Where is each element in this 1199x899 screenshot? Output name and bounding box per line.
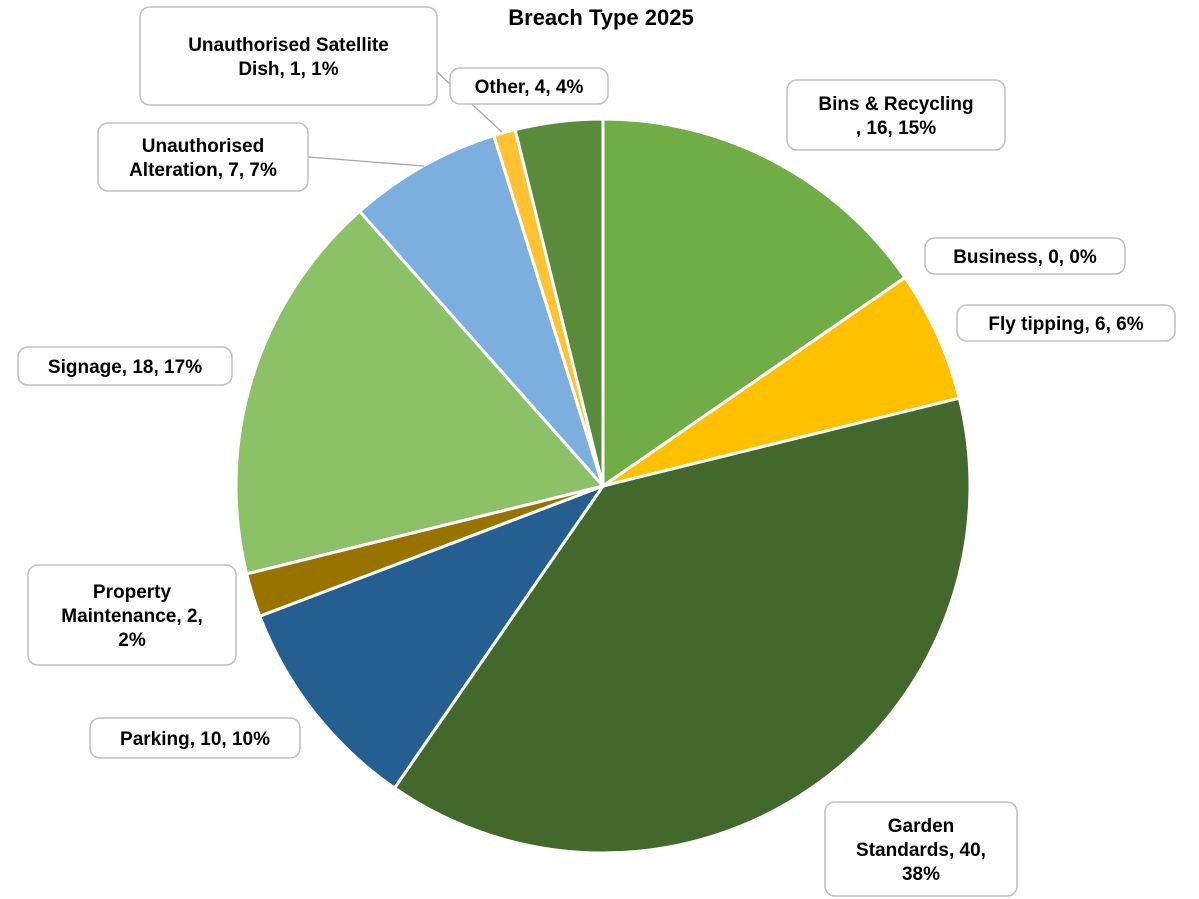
- pie-slice-fly-tipping: [602, 275, 962, 488]
- data-label-text: Dish, 1, 1%: [238, 59, 338, 80]
- data-label-box: [824, 801, 1018, 897]
- pie-slices: [234, 117, 972, 855]
- data-label-box: [786, 79, 1006, 151]
- data-label-box: [97, 122, 309, 192]
- pie-slice-signage: [234, 209, 606, 576]
- data-label-box: [89, 717, 301, 759]
- data-label-text: Garden: [888, 816, 955, 837]
- data-label-text: Property: [93, 582, 172, 603]
- data-label-fly-tipping: Fly tipping, 6, 6%: [956, 304, 1176, 342]
- data-label-box: [139, 6, 438, 106]
- data-label-other: Other, 4, 4%: [449, 67, 609, 105]
- pie-slice-parking: [257, 482, 607, 791]
- data-label-garden-standards: Garden Standards, 40, 38%: [824, 801, 1018, 897]
- chart-title: Breach Type 2025: [508, 5, 693, 30]
- data-label-text: Fly tipping, 6, 6%: [988, 314, 1143, 335]
- data-label-text: Alteration, 7, 7%: [129, 160, 277, 181]
- leader-line-unauthorised-alteration: [307, 156, 425, 167]
- data-label-text: Parking, 10, 10%: [120, 729, 270, 750]
- data-label-text: Bins & Recycling: [818, 94, 973, 115]
- data-label-box: [17, 346, 233, 386]
- data-label-box: [27, 564, 237, 666]
- data-label-box: [449, 67, 609, 105]
- data-label-box: [956, 304, 1176, 342]
- data-label-text: 38%: [902, 864, 940, 885]
- pie-slice-garden-standards: [392, 396, 972, 855]
- data-label-text: 2%: [118, 630, 146, 651]
- data-label-signage: Signage, 18, 17%: [17, 346, 233, 386]
- data-label-text: Unauthorised: [142, 136, 264, 157]
- data-label-property-maintenance: Property Maintenance, 2, 2%: [27, 564, 237, 666]
- data-label-text: Maintenance, 2,: [61, 606, 203, 627]
- data-labels: Bins & Recycling , 16, 15% Business, 0, 0%…: [17, 6, 1176, 897]
- data-label-text: Signage, 18, 17%: [48, 357, 202, 378]
- data-label-text: Other, 4, 4%: [475, 77, 584, 98]
- data-label-text: Standards, 40,: [856, 840, 986, 861]
- data-label-bins-recycling: Bins & Recycling , 16, 15%: [786, 79, 1006, 151]
- data-label-text: , 16, 15%: [856, 118, 936, 139]
- pie-slice-bins-recycling: [601, 117, 908, 489]
- data-label-business: Business, 0, 0%: [924, 237, 1126, 275]
- pie-slice-other: [513, 117, 605, 487]
- data-label-text: Unauthorised Satellite: [188, 35, 389, 56]
- data-label-unauthorised-alteration: Unauthorised Alteration, 7, 7%: [97, 122, 309, 192]
- data-label-box: [924, 237, 1126, 275]
- data-label-parking: Parking, 10, 10%: [89, 717, 301, 759]
- data-label-unauthorised-satellite-dish: Unauthorised Satellite Dish, 1, 1%: [139, 6, 438, 106]
- data-label-text: Business, 0, 0%: [953, 247, 1097, 268]
